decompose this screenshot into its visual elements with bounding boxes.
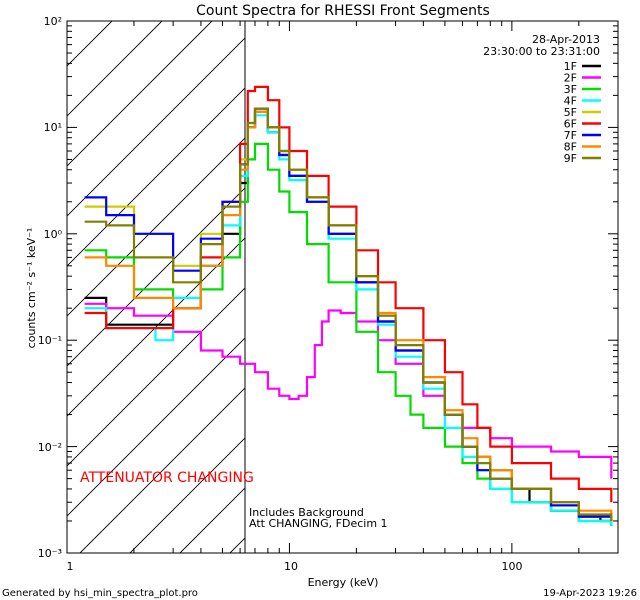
- date-label: 28-Apr-2013: [532, 33, 600, 46]
- y-tick-label: 10²: [44, 15, 62, 28]
- legend-label-5f: 5F: [564, 106, 577, 119]
- series-line-6f: [84, 85, 613, 503]
- legend-label-9f: 9F: [564, 152, 577, 165]
- plot-frame: [66, 20, 619, 554]
- legend-label-8f: 8F: [564, 141, 577, 154]
- series-line-9f: [84, 107, 613, 521]
- x-tick-label: 100: [502, 560, 523, 573]
- series-line-2f: [84, 302, 613, 479]
- attenuator-note: Att CHANGING, FDecim 1: [249, 517, 388, 530]
- legend-label-1f: 1F: [564, 60, 577, 73]
- chart-title: Count Spectra for RHESSI Front Segments: [196, 3, 490, 19]
- series-line-4f: [84, 114, 613, 526]
- series-line-3f: [84, 142, 613, 526]
- x-axis-label: Energy (keV): [308, 576, 379, 589]
- x-tick-label: 1: [67, 560, 74, 573]
- background-note: Includes Background: [249, 506, 364, 519]
- attenuator-hatch-region: [67, 21, 245, 553]
- generated-by-footer: Generated by hsi_min_spectra_plot.pro: [2, 588, 198, 599]
- legend-label-6f: 6F: [564, 118, 577, 131]
- series-group: [84, 85, 613, 526]
- x-tick-label: 10: [284, 560, 298, 573]
- timestamp-footer: 19-Apr-2023 19:26: [543, 588, 637, 599]
- y-tick-label: 10⁻³: [38, 547, 62, 560]
- legend-label-7f: 7F: [564, 129, 577, 142]
- time-range-label: 23:30:00 to 23:31:00: [483, 45, 600, 58]
- y-axis-label: counts cm⁻² s⁻¹ keV⁻¹: [25, 228, 38, 349]
- legend-label-3f: 3F: [564, 83, 577, 96]
- legend-label-4f: 4F: [564, 95, 577, 108]
- y-tick-label: 10⁻¹: [38, 334, 62, 347]
- y-tick-label: 10⁰: [44, 228, 63, 241]
- attenuator-changing-label: ATTENUATOR CHANGING: [80, 470, 254, 486]
- y-tick-label: 10¹: [44, 121, 62, 134]
- legend-label-2f: 2F: [564, 72, 577, 85]
- tick-group: [66, 20, 619, 554]
- y-tick-label: 10⁻²: [38, 441, 62, 454]
